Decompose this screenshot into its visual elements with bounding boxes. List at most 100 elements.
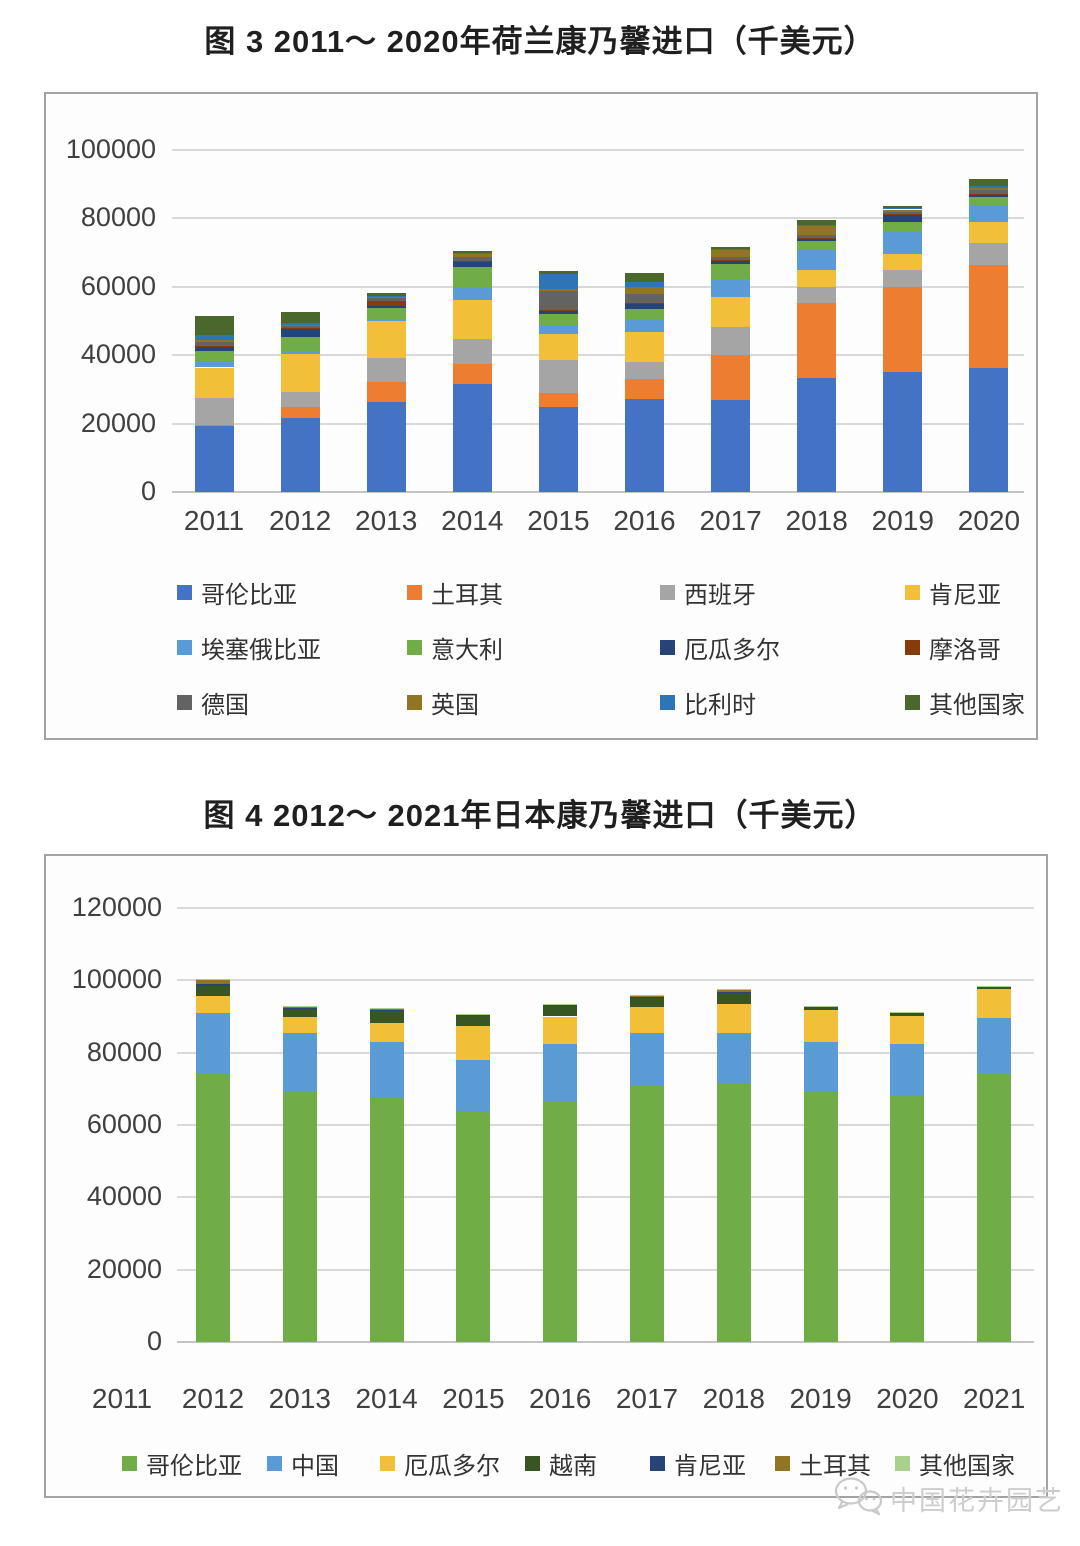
bar-segment-埃塞俄比亚	[797, 250, 837, 271]
bar-segment-西班牙	[969, 243, 1009, 266]
x-axis-tick-label: 2020	[957, 505, 1021, 536]
legend-label: 德国	[201, 692, 249, 719]
bar-segment-肯尼亚	[716, 991, 751, 993]
bar-segment-意大利	[711, 264, 751, 280]
bar-segment-其他国家	[369, 1008, 404, 1009]
bar-segment-哥伦比亚	[369, 1097, 404, 1342]
bar-segment-英国	[711, 250, 751, 258]
bar-segment-肯尼亚	[366, 321, 406, 359]
watermark-text: 中国花卉园艺	[890, 1486, 1064, 1516]
bar-segment-西班牙	[280, 392, 320, 408]
legend-item-德国: 德国	[177, 685, 249, 720]
bar-segment-埃塞俄比亚	[280, 351, 320, 355]
bar-segment-厄瓜多尔	[711, 261, 751, 265]
legend-swatch	[177, 695, 192, 710]
bar-segment-德国	[797, 234, 837, 239]
gridline	[177, 1124, 1034, 1126]
bar-segment-摩洛哥	[452, 260, 492, 262]
x-axis-tick-label: 2018	[785, 505, 848, 536]
figure4-title: 图 4 2012～ 2021年日本康乃馨进口（千美元）	[203, 798, 877, 833]
x-axis-tick-label: 2013	[355, 505, 418, 536]
bar-segment-意大利	[969, 197, 1009, 206]
bar-segment-厄瓜多尔	[456, 1025, 491, 1060]
legend-swatch	[660, 695, 675, 710]
legend-swatch	[407, 640, 422, 655]
bar-segment-厄瓜多尔	[194, 346, 234, 352]
bar-segment-肯尼亚	[630, 996, 664, 998]
bar-segment-土耳其	[196, 979, 230, 984]
y-axis-tick-label: 40000	[86, 1181, 162, 1212]
bar-segment-摩洛哥	[969, 193, 1009, 195]
legend-swatch	[905, 585, 920, 600]
bar-segment-哥伦比亚	[452, 383, 492, 492]
legend-item-埃塞俄比亚: 埃塞俄比亚	[177, 630, 321, 665]
bar-segment-比利时	[625, 281, 664, 287]
bar-segment-厄瓜多尔	[543, 1016, 578, 1044]
legend-item-哥伦比亚: 哥伦比亚	[122, 1446, 242, 1481]
bar-segment-厄瓜多尔	[369, 1022, 404, 1042]
bar-segment-西班牙	[194, 398, 234, 425]
legend-swatch	[650, 1456, 665, 1471]
y-axis-tick-label: 120000	[71, 892, 162, 922]
bar-segment-越南	[196, 985, 230, 996]
legend-label: 其他国家	[929, 692, 1025, 719]
bar-segment-埃塞俄比亚	[711, 279, 751, 298]
watermark: 中国花卉园艺	[832, 1476, 1064, 1521]
bar-segment-埃塞俄比亚	[883, 232, 923, 255]
bar-segment-德国	[969, 189, 1009, 194]
bar-segment-肯尼亚	[452, 300, 492, 340]
legend-swatch	[775, 1456, 790, 1471]
legend-label: 厄瓜多尔	[684, 637, 780, 664]
bar-segment-土耳其	[969, 265, 1009, 369]
legend-label: 英国	[431, 692, 479, 719]
bar-segment-摩洛哥	[194, 345, 234, 347]
bar-segment-哥伦比亚	[194, 425, 234, 492]
bar-segment-德国	[538, 290, 578, 310]
bar-segment-哥伦比亚	[625, 398, 664, 492]
y-axis-tick-label: 0	[146, 1326, 162, 1356]
bar-segment-肯尼亚	[280, 354, 320, 393]
x-axis-tick-label: 2015	[442, 1383, 505, 1414]
legend-label: 土耳其	[431, 582, 503, 609]
legend-swatch	[177, 585, 192, 600]
bar-segment-哥伦比亚	[969, 368, 1009, 492]
bar-segment-德国	[366, 298, 406, 301]
bar-segment-哥伦比亚	[630, 1085, 664, 1342]
wechat-logo-icon	[832, 1476, 884, 1521]
bar-segment-其他国家	[366, 293, 406, 297]
bar-segment-土耳其	[194, 424, 234, 426]
bar-segment-土耳其	[890, 1012, 925, 1013]
bar-segment-哥伦比亚	[803, 1092, 838, 1342]
legend-label: 其他国家	[919, 1453, 1015, 1480]
bar-segment-其他国家	[196, 978, 230, 980]
bar-segment-中国	[803, 1041, 838, 1093]
bar-segment-哥伦比亚	[456, 1110, 491, 1342]
bar-segment-肯尼亚	[625, 332, 664, 363]
bar-segment-土耳其	[282, 1007, 317, 1009]
bar-segment-德国	[711, 257, 751, 261]
bar-segment-德国	[452, 257, 492, 261]
bar-segment-比利时	[797, 224, 837, 227]
legend-label: 厄瓜多尔	[404, 1453, 500, 1480]
bar-segment-其他国家	[538, 271, 578, 275]
bar-segment-其他国家	[711, 247, 751, 250]
gridline	[172, 217, 1024, 220]
bar-segment-意大利	[280, 337, 320, 352]
bar-segment-德国	[883, 211, 923, 214]
bar-segment-其他国家	[282, 1006, 317, 1008]
legend-swatch	[177, 640, 192, 655]
legend-swatch	[122, 1456, 137, 1471]
bar-segment-土耳其	[280, 407, 320, 419]
bar-segment-肯尼亚	[282, 1008, 317, 1010]
bar-segment-肯尼亚	[977, 986, 1012, 988]
bar-segment-英国	[452, 254, 492, 258]
bar-segment-意大利	[452, 266, 492, 289]
bar-segment-土耳其	[711, 355, 751, 400]
bar-segment-其他国家	[630, 994, 664, 996]
legend-swatch	[380, 1456, 395, 1471]
gridline	[177, 1196, 1034, 1199]
y-axis-tick-label: 100000	[71, 964, 162, 995]
x-axis-tick-label: 2018	[702, 1383, 765, 1414]
bar-segment-厄瓜多尔	[366, 305, 406, 308]
legend-label: 哥伦比亚	[201, 582, 297, 609]
